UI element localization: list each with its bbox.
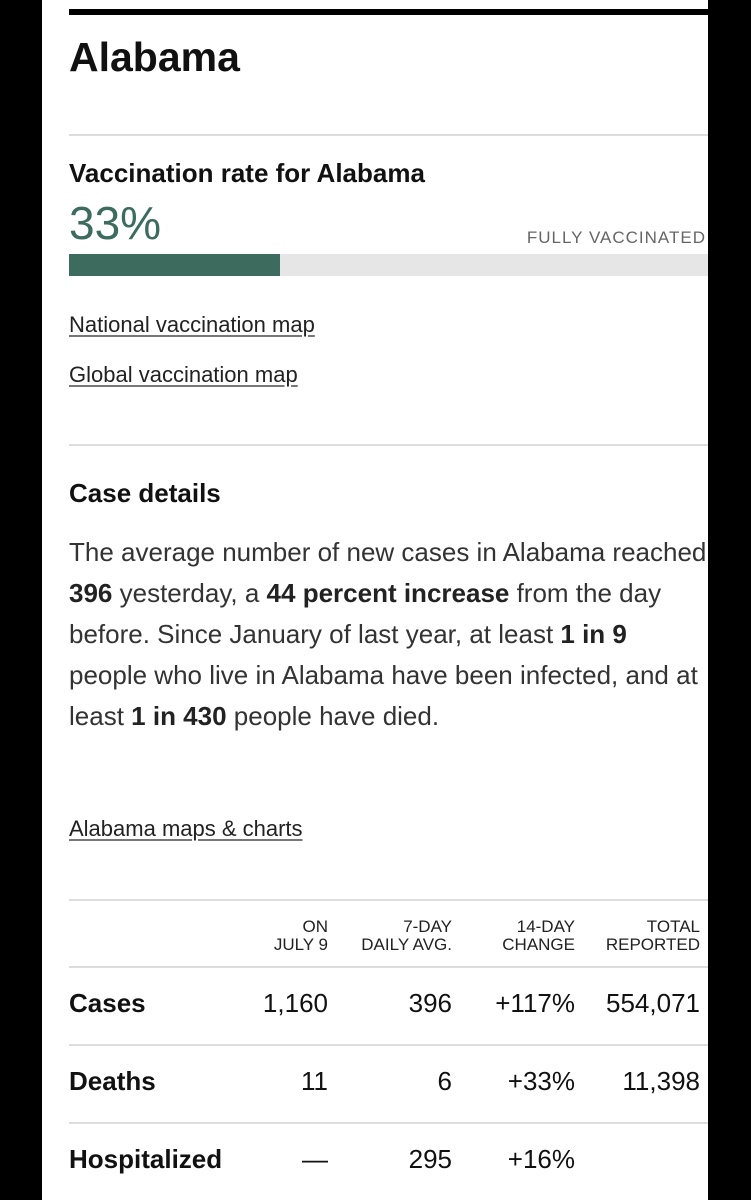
column-header: JULY 9	[273, 935, 328, 954]
section-title: Case details	[69, 478, 221, 508]
text: people have died.	[226, 701, 440, 731]
article-panel: Alabama Vaccination rate for Alabama 33%…	[42, 0, 708, 1200]
link[interactable]: Global vaccination map	[69, 362, 298, 387]
table-cell: —	[302, 1144, 328, 1174]
text: from the day before. Since January of la…	[69, 578, 662, 649]
divider	[69, 444, 708, 446]
table-cell: 554,071	[606, 988, 700, 1018]
table-cell: 396	[408, 988, 452, 1018]
progress-fill	[69, 254, 280, 276]
page-title: Alabama	[69, 34, 240, 80]
row-label: Cases	[69, 988, 146, 1018]
link[interactable]: National vaccination map	[69, 312, 315, 337]
table-cell: +16%	[507, 1144, 575, 1174]
table-cell: +117%	[495, 988, 575, 1018]
column-header: 14-DAY	[516, 917, 575, 936]
table-cell: 11,398	[622, 1066, 700, 1096]
top-rule	[69, 9, 708, 15]
divider	[69, 899, 708, 901]
vaccination-status: FULLY VACCINATED	[526, 228, 706, 247]
column-header: 7-DAY	[403, 917, 452, 936]
link[interactable]: Alabama maps & charts	[69, 816, 303, 841]
divider	[69, 1122, 708, 1124]
divider	[69, 134, 708, 136]
vaccination-title: Vaccination rate for Alabama	[69, 158, 425, 188]
column-header: DAILY AVG.	[361, 935, 452, 954]
table-cell: 295	[408, 1144, 452, 1174]
column-header: REPORTED	[605, 935, 700, 954]
divider	[69, 1044, 708, 1046]
bold-text: 396	[69, 578, 113, 608]
table-cell: 6	[437, 1066, 452, 1096]
bold-text: 1 in 9	[560, 619, 627, 649]
table-cell: 1,160	[262, 988, 328, 1018]
vaccination-rate: 33%	[69, 197, 162, 249]
row-label: Deaths	[69, 1066, 156, 1096]
column-header: CHANGE	[502, 935, 575, 954]
column-header: TOTAL	[646, 917, 700, 936]
bold-text: 1 in 430	[131, 701, 227, 731]
case-paragraph: The average number of new cases in Alaba…	[69, 532, 709, 737]
progress-track	[69, 254, 708, 276]
row-label: Hospitalized	[69, 1144, 223, 1174]
table-cell: 11	[301, 1066, 328, 1096]
bold-text: 44 percent increase	[266, 578, 510, 608]
text: yesterday, a	[112, 578, 267, 608]
text: The average number of new cases in Alaba…	[69, 537, 707, 567]
column-header: ON	[302, 917, 329, 936]
divider	[69, 966, 708, 968]
text: people who live in Alabama have been inf…	[69, 660, 698, 731]
table-cell: +33%	[507, 1066, 575, 1096]
